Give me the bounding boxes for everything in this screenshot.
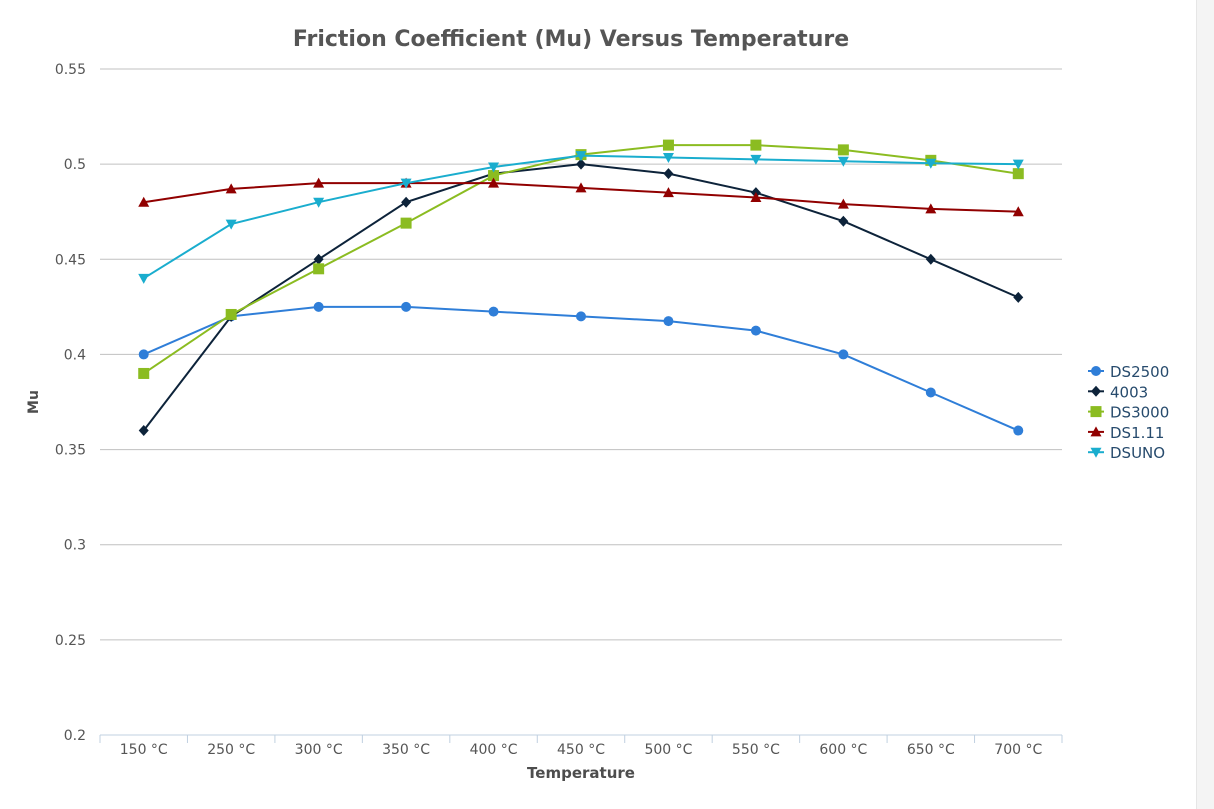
y-tick-label: 0.2: [64, 728, 86, 744]
series-ds111: [138, 177, 1024, 217]
data-point: [576, 311, 586, 322]
data-point: [837, 198, 849, 209]
data-point: [925, 387, 936, 398]
data-point: [138, 367, 150, 379]
data-point: [750, 325, 761, 336]
legend-label: DS2500: [1110, 363, 1169, 381]
y-axis-label: Mu: [26, 390, 42, 414]
data-point: [1012, 168, 1024, 180]
y-tick-label: 0.45: [55, 252, 86, 268]
right-edge-strip: [1196, 0, 1214, 809]
data-point: [662, 187, 674, 198]
data-point: [225, 308, 237, 320]
data-point: [138, 273, 150, 284]
data-point: [401, 196, 412, 208]
legend-item[interactable]: DS2500: [1088, 363, 1169, 381]
legend-label: DS3000: [1110, 404, 1169, 422]
legend-label: DS1.11: [1110, 424, 1164, 442]
legend-label: 4003: [1110, 383, 1148, 401]
data-point: [575, 182, 587, 193]
y-tick-label: 0.35: [55, 443, 86, 459]
data-point: [225, 219, 237, 230]
x-tick-label: 450 °C: [557, 742, 605, 758]
data-point: [313, 197, 325, 208]
series-dsuno: [138, 151, 1024, 284]
data-point: [138, 196, 150, 207]
x-tick-label: 150 °C: [120, 742, 168, 758]
x-tick-label: 400 °C: [470, 742, 518, 758]
legend-item[interactable]: DS3000: [1088, 404, 1169, 422]
data-point: [750, 139, 762, 151]
data-point: [662, 152, 674, 163]
y-tick-label: 0.3: [64, 538, 86, 554]
data-point: [488, 306, 499, 317]
data-point: [750, 154, 762, 165]
chart-title: Friction Coefficient (Mu) Versus Tempera…: [293, 27, 849, 52]
series-line: [143, 305, 1019, 432]
y-tick-label: 0.25: [55, 633, 86, 649]
legend-marker: [1090, 447, 1102, 458]
data-point: [838, 349, 849, 360]
legend-item[interactable]: DS1.11: [1088, 424, 1164, 442]
x-tick-label: 500 °C: [644, 742, 692, 758]
data-point: [138, 425, 149, 437]
y-tick-label: 0.5: [64, 157, 86, 173]
legend-item[interactable]: 4003: [1088, 383, 1148, 401]
data-point: [1013, 291, 1024, 303]
legend-marker: [1091, 366, 1101, 376]
data-point: [750, 191, 762, 202]
data-point: [663, 168, 674, 180]
data-point: [662, 139, 674, 151]
legend-marker: [1091, 385, 1101, 397]
data-point: [138, 349, 149, 360]
data-point: [837, 156, 849, 167]
data-point: [1013, 425, 1024, 436]
data-point: [837, 144, 849, 156]
data-point: [400, 178, 412, 189]
legend-label: DSUNO: [1110, 444, 1165, 462]
data-point: [575, 151, 587, 162]
data-point: [1012, 206, 1024, 217]
data-point: [925, 203, 937, 214]
series-ds2500: [138, 301, 1024, 436]
data-point: [1012, 159, 1024, 170]
y-tick-label: 0.4: [64, 347, 86, 363]
legend-item[interactable]: DSUNO: [1088, 444, 1165, 462]
data-point: [313, 177, 325, 188]
data-point: [925, 253, 936, 265]
x-tick-label: 650 °C: [907, 742, 955, 758]
data-point: [925, 158, 937, 169]
x-axis-label: Temperature: [527, 764, 635, 782]
data-point: [488, 162, 500, 173]
data-point: [576, 158, 586, 170]
legend-marker: [1090, 406, 1102, 418]
data-point: [488, 170, 500, 182]
series-line: [143, 154, 1019, 280]
data-point: [225, 183, 237, 194]
data-point: [313, 253, 324, 265]
series-4003: [138, 158, 1024, 437]
data-point: [663, 316, 674, 327]
legend-marker: [1090, 426, 1102, 437]
x-tick-label: 700 °C: [994, 742, 1042, 758]
data-point: [400, 217, 412, 229]
y-tick-label: 0.55: [55, 62, 86, 78]
data-point: [838, 215, 849, 227]
data-point: [313, 301, 324, 312]
x-tick-label: 250 °C: [207, 742, 255, 758]
data-point: [488, 177, 500, 188]
x-tick-label: 550 °C: [732, 742, 780, 758]
series-line: [142, 163, 1019, 432]
data-point: [313, 263, 325, 275]
x-tick-label: 300 °C: [295, 742, 343, 758]
x-tick-label: 350 °C: [382, 742, 430, 758]
x-tick-label: 600 °C: [819, 742, 867, 758]
data-point: [401, 301, 412, 312]
